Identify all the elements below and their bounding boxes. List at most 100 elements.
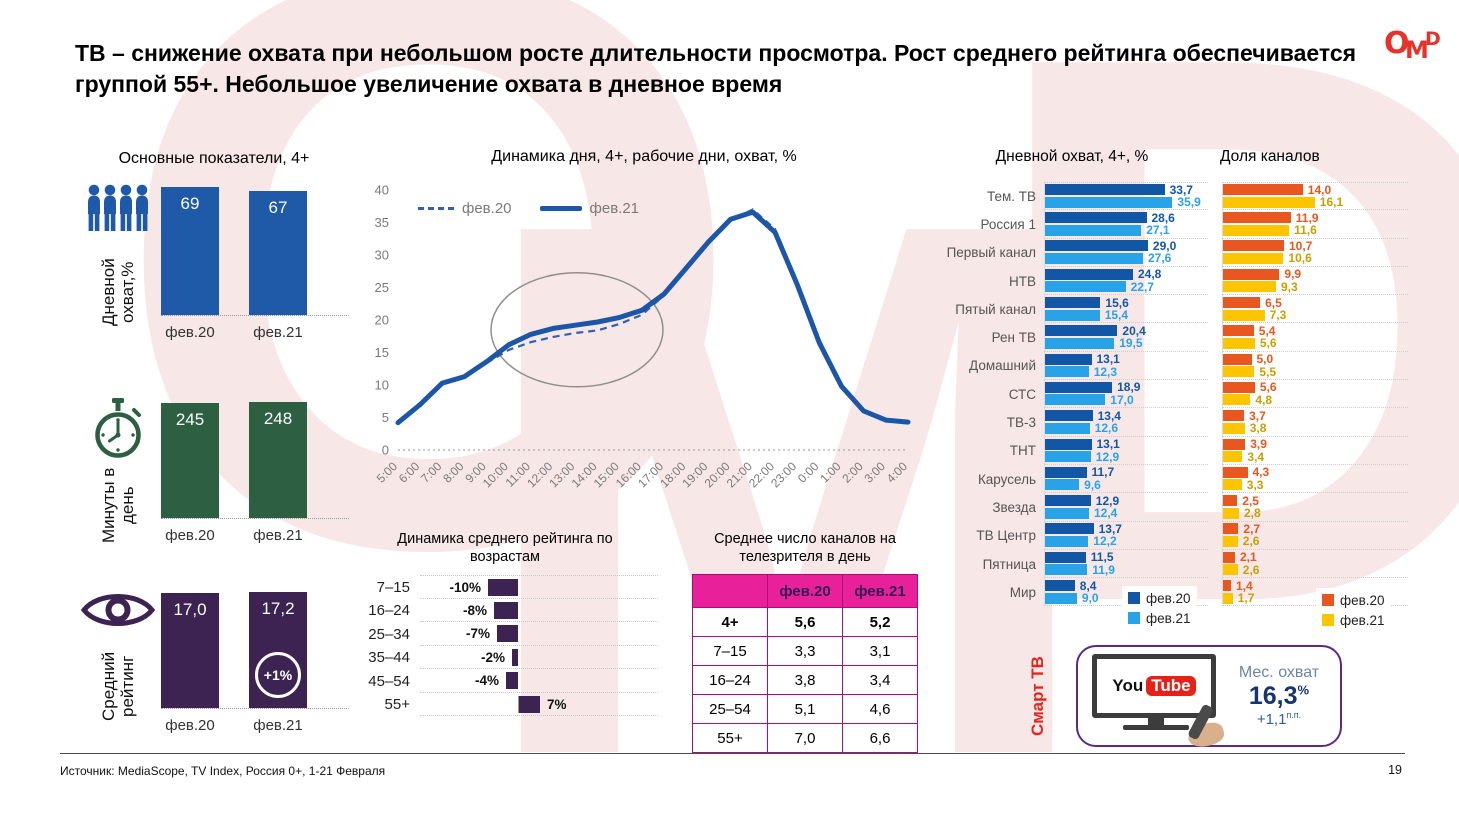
logo-letter: O	[1384, 26, 1410, 61]
bar-feb20	[1045, 184, 1165, 196]
metric-side: Дневной охват,%	[75, 183, 161, 341]
share-row: 9,9 9,3	[1216, 266, 1408, 296]
svg-text:1:00: 1:00	[817, 459, 844, 486]
bars-row: 245 248	[161, 398, 349, 519]
age-group-label: 16–24	[368, 602, 410, 619]
reach-row: Первый канал 29,0 27,6	[936, 238, 1208, 267]
bar-feb21	[1223, 479, 1242, 491]
bar-feb21	[1223, 196, 1315, 208]
bar-feb20	[1223, 240, 1284, 252]
bar-feb20	[1045, 381, 1113, 393]
svg-text:7:00: 7:00	[418, 459, 445, 486]
metric-plot: 69 67 фев.20 фев.21	[161, 183, 349, 341]
age-group-label: 45–54	[368, 672, 410, 690]
bar-feb20	[1223, 381, 1255, 393]
omd-logo: O M D	[1384, 18, 1450, 76]
table-cell: 3,8	[767, 665, 843, 696]
age-row: 7–15 -10%	[352, 575, 658, 599]
value-feb20: 29,0	[1152, 238, 1177, 253]
value-feb20: 3,7	[1249, 408, 1266, 423]
age-row: 25–34 -7%	[352, 622, 658, 646]
reach-bars: 11,7 9,6	[1044, 464, 1208, 494]
value-feb20: 5,4	[1258, 323, 1276, 338]
value-feb20: 18,9	[1117, 380, 1141, 395]
value-feb21: 3,3	[1246, 477, 1264, 492]
svg-text:2:00: 2:00	[839, 459, 866, 486]
bar-feb20	[1223, 551, 1235, 563]
age-bar	[494, 601, 518, 619]
reach-bars: 24,8 22,7	[1044, 266, 1208, 296]
smart-tv-box: You Tube Мес. охват 16,3% +1,1п.п.	[1076, 645, 1342, 751]
value-feb20: 5,6	[1259, 380, 1277, 395]
age-negative-zone: -8%	[420, 601, 518, 619]
table-row: 25–54 5,1 4,6	[692, 694, 918, 725]
bar-feb20	[1045, 240, 1148, 252]
reach-bars: 13,1 12,9	[1044, 436, 1208, 465]
share-bars: 6,5 7,3	[1222, 295, 1408, 324]
legend-swatch	[1128, 612, 1140, 624]
bar-feb21	[1223, 337, 1255, 349]
line-feb20	[397, 208, 909, 424]
channel-label: ТВ-3	[1006, 415, 1036, 431]
share-row: 2,5 2,8	[1216, 493, 1408, 522]
svg-text:40: 40	[375, 183, 389, 198]
reach-number: 16,3	[1248, 681, 1298, 710]
metric-value: 248	[263, 409, 293, 428]
metric-plot: 17,0 17,2 +1% фев.20 фев.21	[161, 588, 349, 734]
value-feb20: 8,4	[1079, 578, 1097, 593]
share-row: 3,7 3,8	[1216, 408, 1408, 437]
legend-item: фев.21	[539, 200, 639, 217]
channel-label: Россия 1	[980, 216, 1036, 232]
bar-feb20	[1223, 438, 1246, 450]
daily-reach-title: Дневной охват, 4+, %	[995, 148, 1149, 165]
value-feb20: 11,7	[1091, 465, 1115, 480]
legend-item: фев.20	[1322, 590, 1385, 610]
tv-stand	[1148, 718, 1164, 725]
bar-feb21	[1223, 252, 1284, 264]
bar-feb20	[1045, 325, 1118, 337]
metric-value: 245	[175, 410, 205, 429]
bar-feb20	[1223, 184, 1303, 196]
legend-item: фев.20	[1128, 588, 1191, 608]
bar-feb21	[1223, 592, 1233, 604]
bar-feb21	[1045, 479, 1080, 491]
value-feb21: 27,6	[1148, 251, 1172, 266]
metric-label: Средний рейтинг	[98, 651, 137, 721]
stopwatch-icon	[95, 398, 141, 458]
bar-feb20	[1045, 580, 1075, 592]
share-row: 2,7 2,6	[1216, 521, 1408, 550]
svg-text:10: 10	[375, 378, 389, 393]
bar-feb21	[1223, 224, 1290, 236]
share-bars: 5,0 5,5	[1222, 351, 1408, 381]
period-label: фев.21	[253, 527, 303, 544]
reach-bars: 13,1 12,3	[1044, 351, 1208, 381]
reach-row: Россия 1 28,6 27,1	[936, 210, 1208, 239]
period-label: фев.20	[165, 324, 215, 341]
age-plot: -4%	[420, 669, 658, 693]
reach-bars: 28,6 27,1	[1044, 210, 1208, 239]
share-row: 4,3 3,3	[1216, 464, 1408, 494]
bar-feb21	[1045, 224, 1142, 236]
share-bars: 11,9 11,6	[1222, 210, 1408, 239]
bar-feb20	[1045, 551, 1086, 563]
share-row: 5,0 5,5	[1216, 351, 1408, 381]
bar-feb21	[1045, 337, 1115, 349]
bar-feb21	[1045, 451, 1091, 463]
share-bars: 5,6 4,8	[1222, 380, 1408, 409]
age-rating-title: Динамика среднего рейтинга по возрастам	[397, 531, 613, 566]
table-cell: 25–54	[692, 694, 768, 725]
value-feb20: 33,7	[1169, 182, 1193, 197]
share-bars: 4,3 3,3	[1222, 464, 1408, 494]
metric-bar: 245	[161, 403, 219, 518]
highlight-ellipse	[490, 272, 664, 388]
value-feb20: 28,6	[1151, 210, 1175, 225]
age-rating-rows: 7–15 -10% 16–24 -8% 25–34 -7% 35–44 -2% …	[352, 575, 658, 717]
age-plot: -7%	[420, 622, 658, 646]
channel-label: Тем. ТВ	[986, 188, 1036, 204]
svg-text:25: 25	[375, 280, 389, 295]
line-feb21	[395, 209, 911, 426]
value-feb21: 9,3	[1281, 279, 1298, 294]
value-feb21: 12,6	[1094, 421, 1119, 436]
table-cell: 55+	[692, 723, 768, 754]
bar-feb20	[1223, 495, 1238, 507]
